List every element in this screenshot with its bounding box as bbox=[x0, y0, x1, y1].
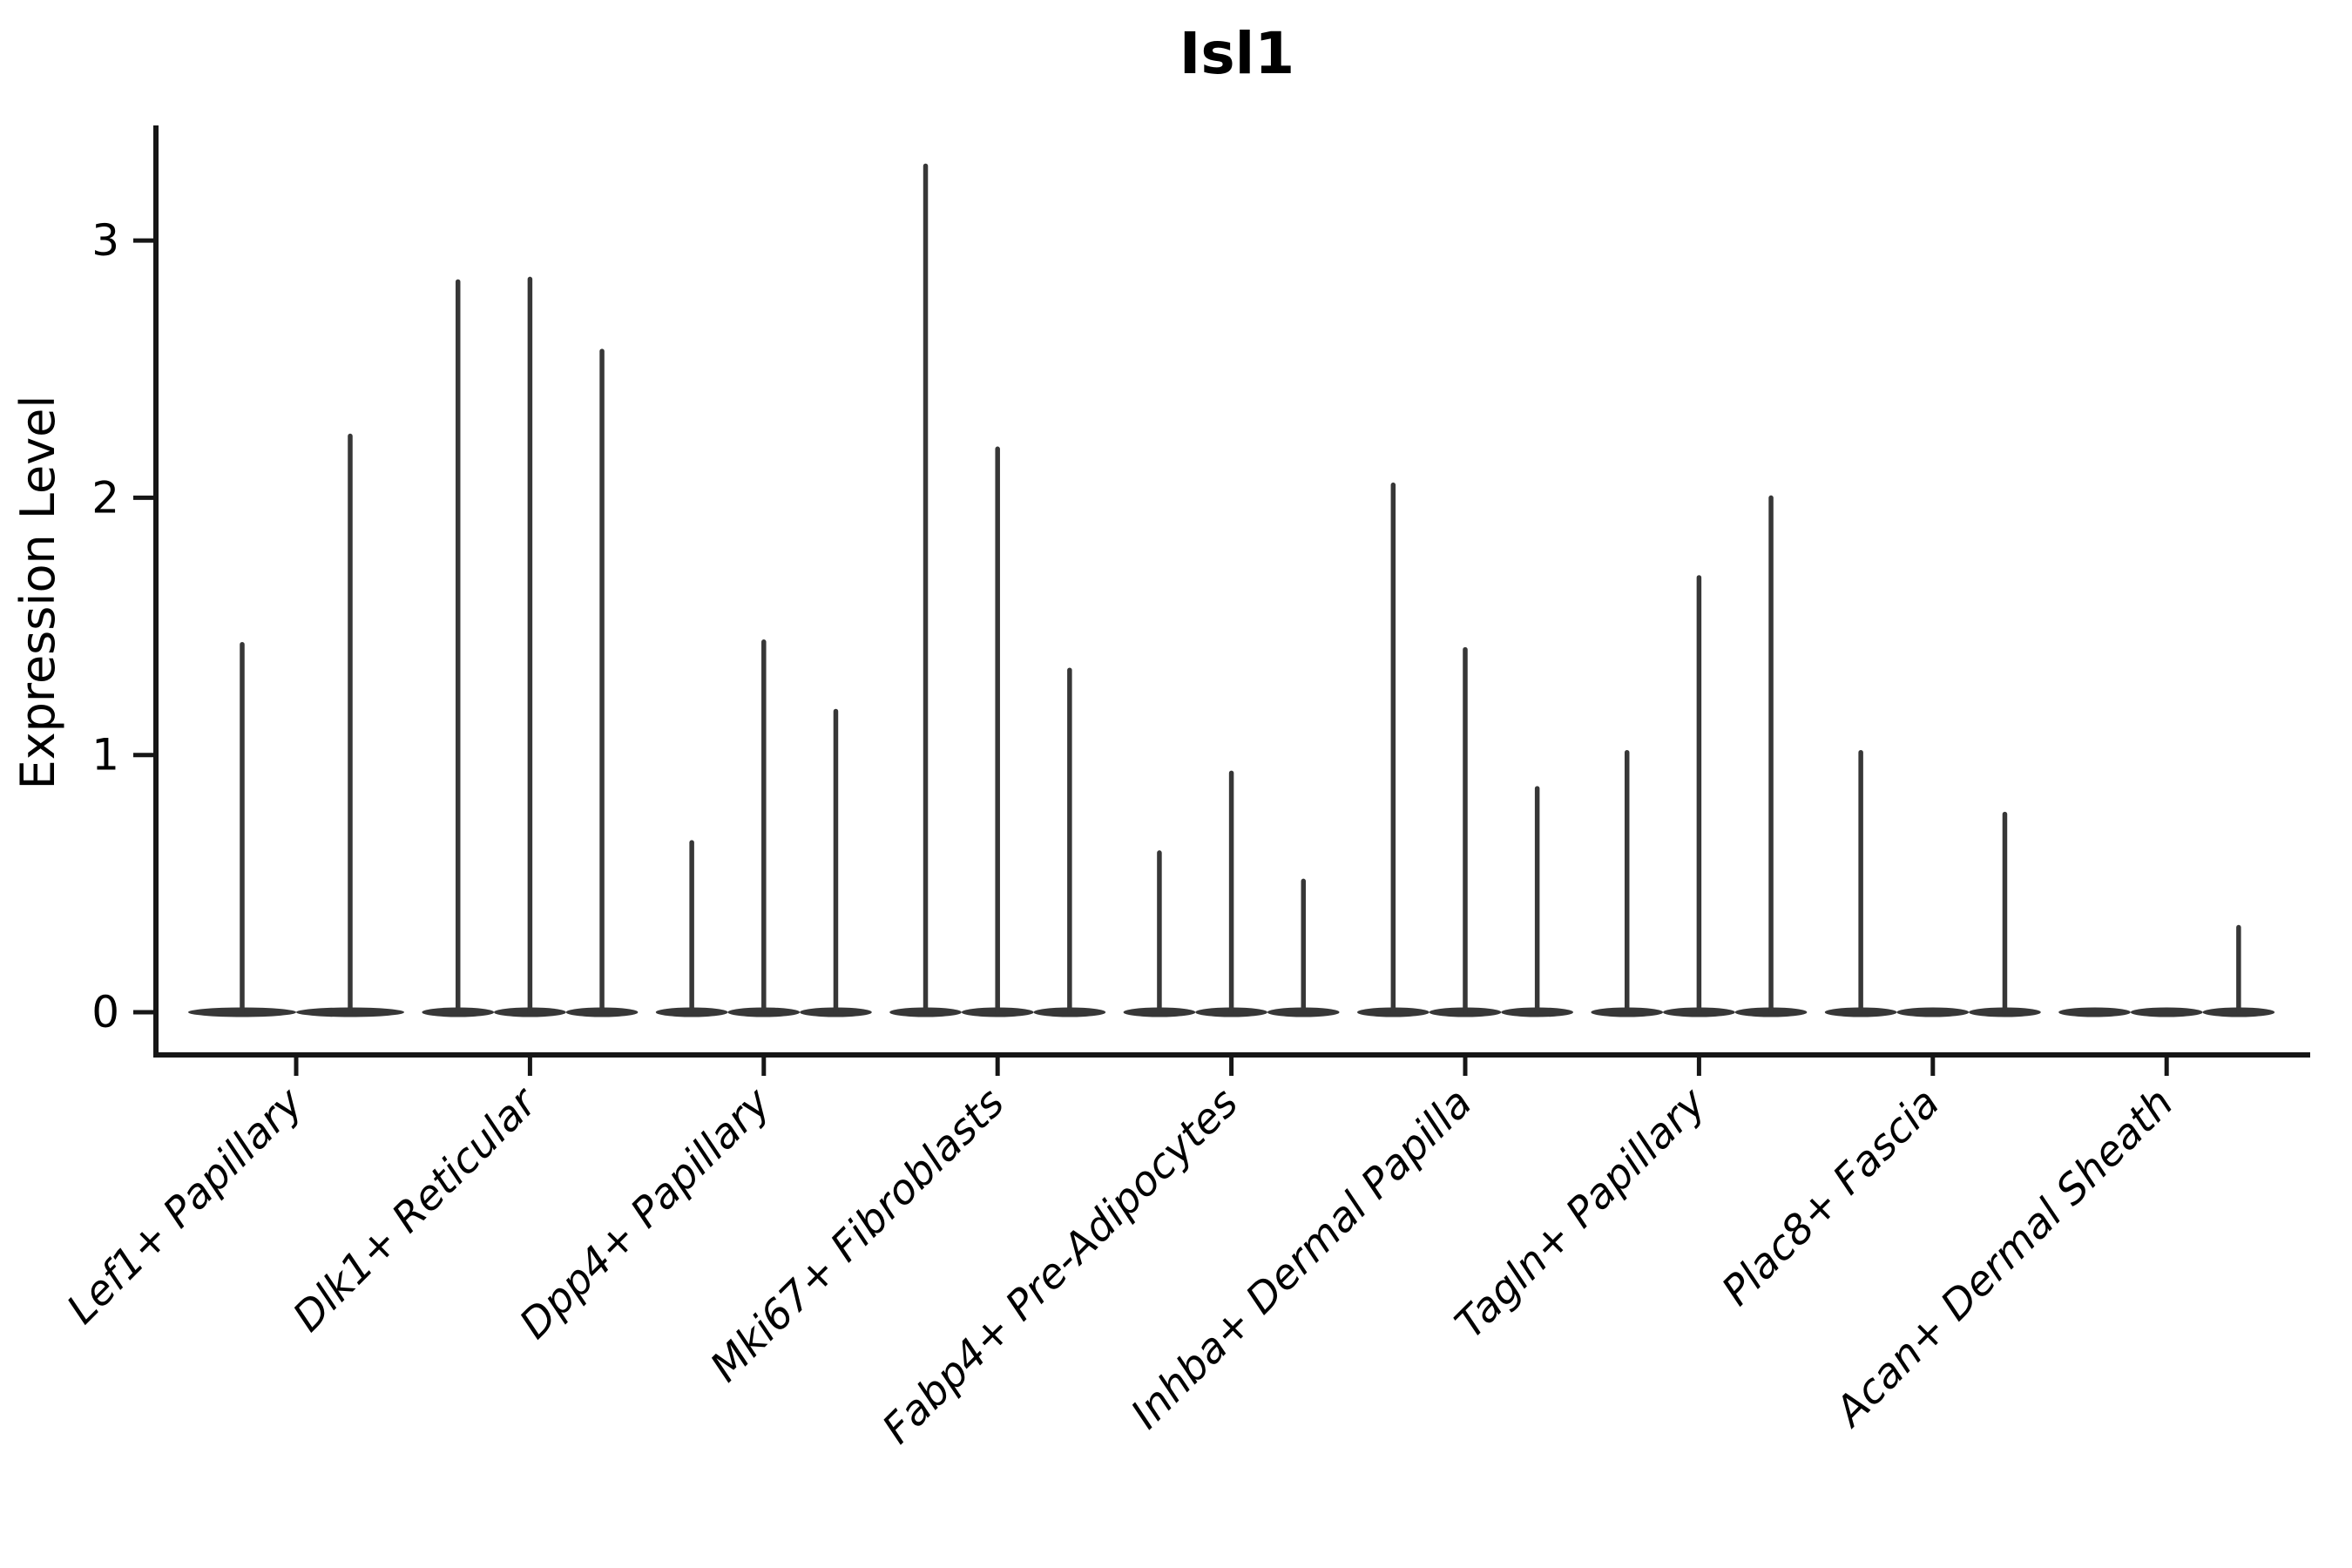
x-category-label: Plac8+ Fascia bbox=[1713, 1079, 1949, 1315]
y-tick-label: 0 bbox=[91, 987, 119, 1037]
chart-title: Isl1 bbox=[1179, 20, 1294, 87]
x-category-label: Lef1+ Papillary bbox=[57, 1078, 313, 1334]
violin-body bbox=[1896, 1007, 1970, 1017]
x-category-label: Tagln+ Papillary bbox=[1446, 1078, 1716, 1348]
y-tick-label: 3 bbox=[91, 215, 119, 266]
axis-spines bbox=[153, 125, 2310, 1058]
violin-body bbox=[2058, 1007, 2131, 1017]
x-category-label: Dpp4+ Papillary bbox=[510, 1078, 781, 1348]
violin-body bbox=[2130, 1007, 2203, 1017]
y-axis-label: Expression Level bbox=[10, 395, 65, 790]
y-tick-label: 1 bbox=[91, 730, 119, 781]
x-category-label: Dlk1+ Reticular bbox=[284, 1078, 548, 1342]
y-tick-label: 2 bbox=[91, 472, 119, 523]
